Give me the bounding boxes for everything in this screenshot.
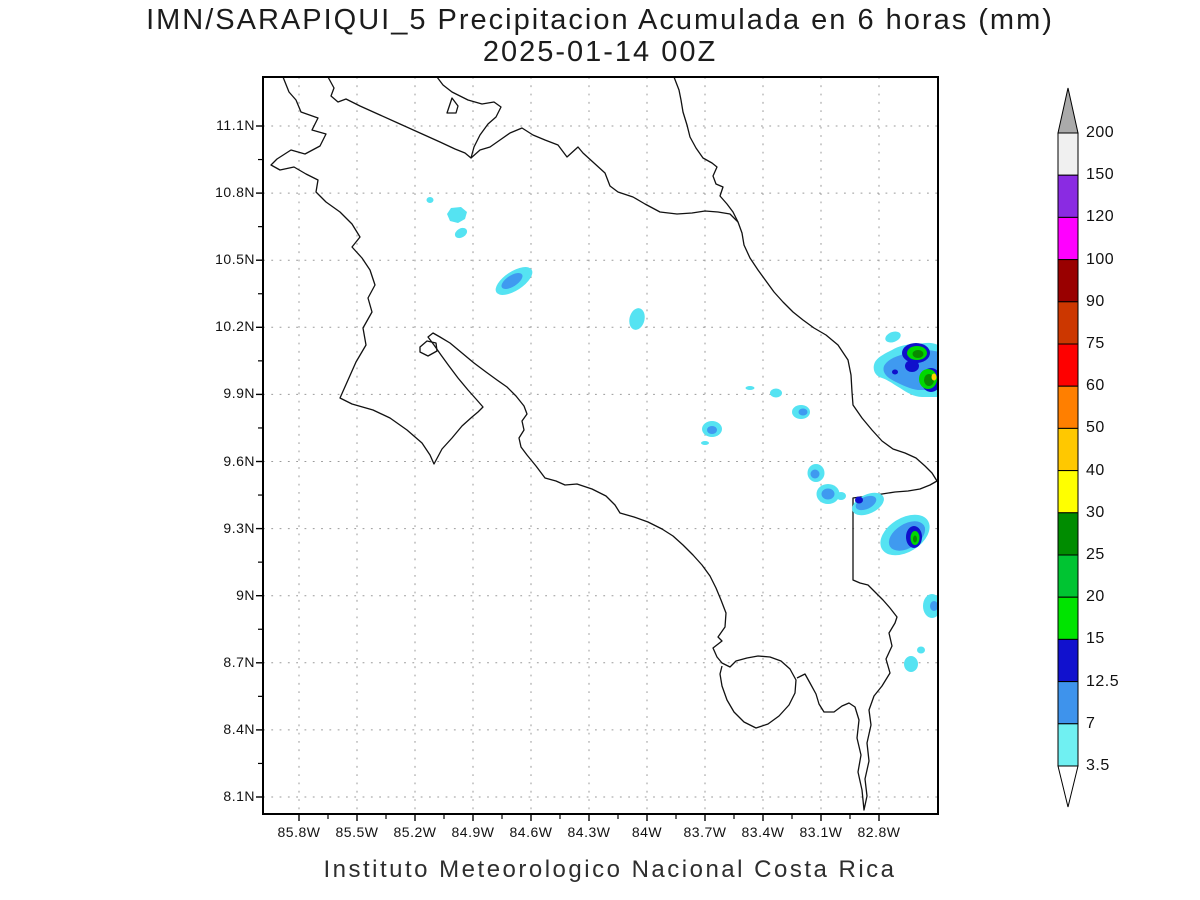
colorbar-tick-label: 90 — [1086, 292, 1105, 310]
precip-core — [892, 369, 898, 375]
colorbar-tick-label: 3.5 — [1086, 757, 1110, 774]
precip-core — [501, 273, 523, 289]
precip-patch — [447, 207, 467, 223]
colorbar-band — [1057, 301, 1079, 345]
grid-lines — [256, 77, 938, 821]
page-title: IMN/SARAPIQUI_5 Precipitacion Acumulada … — [146, 4, 1054, 36]
precip-band-cyan — [426, 197, 938, 672]
precip-band-dark-green — [912, 350, 934, 543]
colorbar-band — [1057, 596, 1079, 640]
colorbar-tick-label: 100 — [1086, 250, 1115, 268]
plot-frame — [262, 76, 939, 815]
colorbar-tick-label: 120 — [1086, 208, 1115, 226]
precip-band-yellow — [931, 373, 937, 381]
san-juan-river-border — [470, 127, 739, 223]
lake-island — [446, 97, 459, 114]
precip-core — [707, 426, 717, 434]
precip-patch — [745, 386, 755, 390]
lat-tick-label: 10.5N — [215, 251, 255, 268]
lon-tick-label: 84W — [631, 824, 663, 840]
colorbar-band — [1057, 259, 1079, 303]
precip-core — [855, 496, 863, 504]
lat-tick-label: 9.6N — [223, 452, 255, 469]
colorbar-tick-label: 60 — [1086, 377, 1105, 395]
colorbar-tick-label: 15 — [1086, 630, 1105, 648]
coastline-west-nicoya-osa — [270, 77, 797, 729]
colorbar — [1057, 87, 1079, 808]
lat-tick-label: 9.9N — [223, 385, 255, 402]
precipitation-patches — [426, 197, 938, 672]
colorbar-band — [1057, 385, 1079, 429]
precip-band-blue — [501, 273, 938, 611]
precip-patch — [885, 331, 901, 343]
precip-patch — [917, 646, 925, 654]
lon-tick-label: 84.3W — [567, 824, 611, 840]
colorbar-band — [1057, 723, 1079, 767]
precip-core — [913, 535, 917, 543]
colorbar-arrow-down — [1057, 765, 1079, 808]
lat-tick-label: 9N — [236, 586, 255, 603]
precip-patch — [629, 308, 645, 330]
precip-patch — [701, 441, 709, 445]
precip-core — [930, 601, 938, 611]
colorbar-tick-label: 200 — [1086, 124, 1115, 141]
precip-core — [931, 373, 937, 381]
page-subtitle-date: 2025-01-14 00Z — [482, 36, 718, 68]
precip-patch — [454, 227, 468, 239]
lat-tick-label: 8.1N — [223, 788, 255, 804]
colorbar-tick-label: 50 — [1086, 419, 1105, 437]
precip-core — [905, 360, 919, 372]
costa-rica-coastline — [270, 77, 938, 811]
colorbar-tick-label: 30 — [1086, 503, 1105, 521]
lon-tick-label: 85.8W — [277, 824, 321, 840]
colorbar-tick-label: 150 — [1086, 166, 1115, 184]
nicaragua-border-lake-shore — [327, 77, 502, 159]
precip-patch — [836, 492, 846, 500]
footer-credit: Instituto Meteorologico Nacional Costa R… — [323, 856, 897, 883]
lon-tick-label: 85.5W — [335, 824, 379, 840]
colorbar-band — [1057, 470, 1079, 514]
colorbar-band — [1057, 512, 1079, 556]
lat-tick-label: 8.7N — [223, 653, 255, 670]
precip-core — [821, 488, 835, 500]
lat-tick-label: 10.2N — [215, 318, 255, 335]
precip-patch — [426, 197, 434, 203]
colorbar-band — [1057, 216, 1079, 261]
lat-tick-label: 11.1N — [216, 117, 255, 133]
lat-tick-label: 8.4N — [223, 720, 255, 737]
lon-tick-label: 84.6W — [509, 824, 553, 840]
colorbar-band — [1057, 554, 1079, 598]
gulf-island — [419, 340, 438, 357]
colorbar-tick-label: 12.5 — [1086, 672, 1120, 690]
colorbar-band — [1057, 343, 1079, 387]
lon-tick-label: 85.2W — [393, 824, 437, 840]
lat-tick-label: 9.3N — [223, 519, 255, 536]
colorbar-tick-label: 40 — [1086, 461, 1105, 479]
lon-tick-label: 84.9W — [451, 824, 495, 840]
colorbar-tick-label: 7 — [1086, 714, 1096, 732]
colorbar-band — [1057, 132, 1079, 176]
precip-patch — [770, 388, 782, 398]
colorbar-band — [1057, 638, 1079, 683]
precip-core — [912, 350, 924, 358]
lon-tick-label: 83.7W — [683, 824, 727, 840]
coastline-south-panama-caribbean — [673, 77, 938, 811]
colorbar-tick-label: 20 — [1086, 588, 1105, 606]
lon-tick-label: 83.4W — [741, 824, 785, 840]
lat-tick-label: 10.8N — [215, 184, 255, 201]
precip-patch — [904, 656, 918, 672]
colorbar-tick-label: 25 — [1086, 546, 1105, 563]
precip-core — [798, 408, 808, 416]
precip-core — [810, 469, 820, 479]
lon-tick-label: 82.8W — [857, 824, 901, 840]
colorbar-band — [1057, 427, 1079, 472]
lon-tick-label: 83.1W — [799, 824, 843, 840]
colorbar-tick-label: 75 — [1086, 335, 1105, 352]
colorbar-band — [1057, 174, 1079, 218]
colorbar-arrow-up — [1057, 87, 1079, 134]
colorbar-band — [1057, 681, 1079, 725]
